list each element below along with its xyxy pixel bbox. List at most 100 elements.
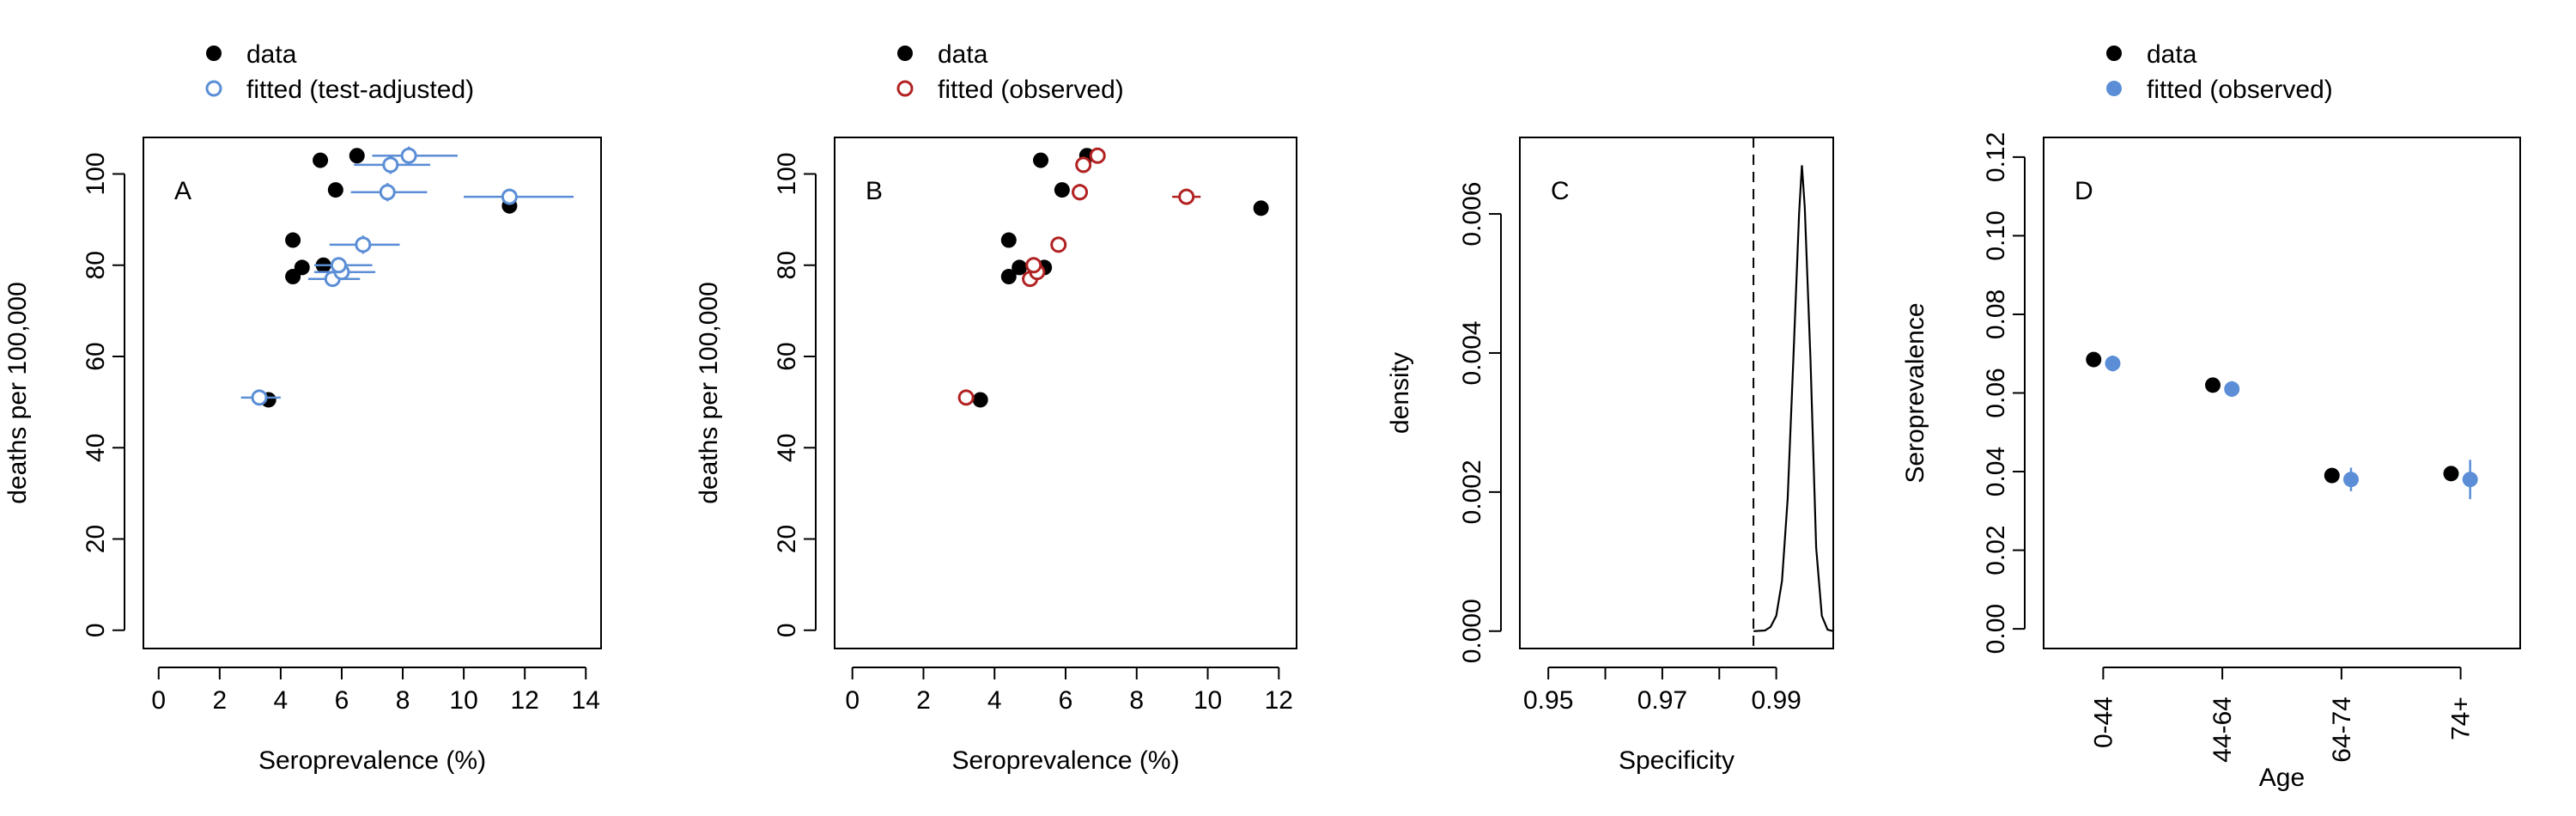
fitted-point — [501, 188, 518, 205]
panel-label: C — [1551, 177, 1570, 205]
legend-entry: fitted (observed) — [2106, 76, 2333, 104]
x-tick-label: 12 — [510, 686, 538, 715]
panel-a: A 0 2 4 6 8 10 12 14 0 20 40 60 80 100 Seroprevalence (… — [3, 40, 602, 775]
y-tick-label: 0.000 — [1458, 599, 1486, 663]
legend-label: data — [246, 40, 297, 69]
y-tick-label: 0 — [82, 623, 110, 637]
data-point — [972, 392, 988, 408]
legend-entry: data — [897, 40, 988, 69]
y-tick-label: 0.004 — [1458, 320, 1486, 385]
x-axis-label: Age — [2259, 764, 2305, 792]
y-tick-label: 0 — [773, 623, 801, 637]
data-point — [2205, 377, 2221, 393]
data-point — [285, 232, 301, 248]
y-tick-label: 60 — [82, 342, 110, 370]
legend-marker — [206, 46, 222, 61]
legend-label: data — [2147, 40, 2197, 69]
y-tick-label: 100 — [82, 152, 110, 195]
legend-label: fitted (observed) — [938, 76, 1124, 104]
x-tick-label: 2 — [916, 686, 931, 715]
x-tick-label: 14 — [572, 686, 600, 715]
density-curve — [1753, 165, 1834, 632]
data-point — [2224, 381, 2240, 397]
x-tick-label: 8 — [1129, 686, 1144, 715]
fitted-point — [1050, 236, 1067, 253]
y-axis-label: deaths per 100,000 — [3, 282, 32, 504]
data-point — [327, 182, 343, 198]
data-point — [1012, 259, 1028, 276]
fitted-point — [1025, 257, 1042, 274]
y-tick-label: 0.00 — [1982, 604, 2010, 654]
x-tick-label: 4 — [274, 686, 289, 715]
legend-entry: data — [2106, 40, 2197, 69]
x-tick-label: 0 — [845, 686, 860, 715]
legend-label: data — [938, 40, 988, 69]
plot-frame — [1519, 137, 1834, 649]
fitted-point — [1089, 147, 1106, 164]
fitted-point — [379, 184, 396, 201]
data-point — [349, 148, 365, 164]
fitted-point — [382, 156, 399, 174]
data-point — [2105, 356, 2121, 372]
data-point — [1253, 200, 1269, 216]
legend-label: fitted (test-adjusted) — [246, 76, 474, 104]
data-point — [2342, 472, 2359, 488]
y-tick-label: 20 — [773, 525, 801, 553]
legend-marker — [897, 46, 913, 61]
series-fitted — [957, 147, 1201, 406]
x-tick-label: 0 — [151, 686, 166, 715]
legend-marker — [205, 80, 222, 97]
x-tick-label: 44-64 — [2208, 697, 2237, 763]
panel-label: D — [2075, 177, 2093, 205]
y-axis-label: Seroprevalence — [1901, 302, 1929, 483]
x-tick-label: 12 — [1265, 686, 1293, 715]
x-tick-label: 0.95 — [1523, 686, 1573, 715]
y-axis-label: density — [1386, 352, 1414, 434]
panel-d: D 0-44 44-64 64-74 74+ 0.00 0.02 0.04 0.06 0.08 0.… — [1901, 40, 2521, 792]
y-tick-label: 0.04 — [1982, 447, 2010, 496]
data-point — [1000, 269, 1017, 285]
fitted-point — [1072, 184, 1089, 201]
x-tick-label: 2 — [212, 686, 227, 715]
series-data — [972, 148, 1269, 408]
y-tick-label: 0.02 — [1982, 525, 2010, 575]
y-tick-label: 0.10 — [1982, 210, 2010, 260]
y-axis-label: deaths per 100,000 — [695, 282, 723, 504]
x-tick-label: 0-44 — [2089, 697, 2117, 748]
x-axis-label: Seroprevalence (%) — [258, 746, 486, 775]
series-fitted — [2105, 356, 2478, 500]
x-axis-label: Seroprevalence (%) — [951, 746, 1179, 775]
legend-marker — [896, 80, 914, 97]
panel-label: B — [866, 177, 883, 205]
legend-entry: data — [206, 40, 297, 69]
y-tick-label: 80 — [773, 251, 801, 279]
data-point — [1000, 232, 1017, 248]
data-point — [2462, 472, 2478, 488]
fitted-point — [251, 389, 268, 406]
plot-frame — [143, 137, 602, 649]
x-tick-label: 4 — [987, 686, 1002, 715]
x-tick-label: 6 — [1059, 686, 1073, 715]
x-tick-label: 6 — [335, 686, 349, 715]
y-tick-label: 40 — [773, 434, 801, 462]
y-tick-label: 80 — [82, 251, 110, 279]
x-axis-label: Specificity — [1619, 746, 1735, 775]
legend-marker — [2106, 46, 2122, 61]
x-tick-label: 74+ — [2447, 697, 2476, 740]
plot-frame — [2043, 137, 2521, 649]
fitted-point — [957, 389, 975, 406]
data-point — [2443, 466, 2459, 482]
panel-b: B 0 2 4 6 8 10 12 0 20 40 60 80 100 Seroprevalence (%)… — [695, 40, 1297, 775]
data-point — [2086, 351, 2102, 368]
data-point — [313, 152, 329, 168]
legend-label: fitted (observed) — [2147, 76, 2333, 104]
data-point — [1054, 182, 1070, 198]
panel-c: C 0.95 0.97 0.99 0.000 0.002 0.004 0.006 Specifi… — [1386, 137, 1834, 775]
fitted-point — [1075, 156, 1092, 174]
fitted-point — [330, 257, 347, 274]
y-tick-label: 40 — [82, 434, 110, 462]
x-tick-label: 10 — [1194, 686, 1222, 715]
y-tick-label: 0.08 — [1982, 289, 2010, 339]
legend-entry: fitted (test-adjusted) — [205, 76, 474, 104]
